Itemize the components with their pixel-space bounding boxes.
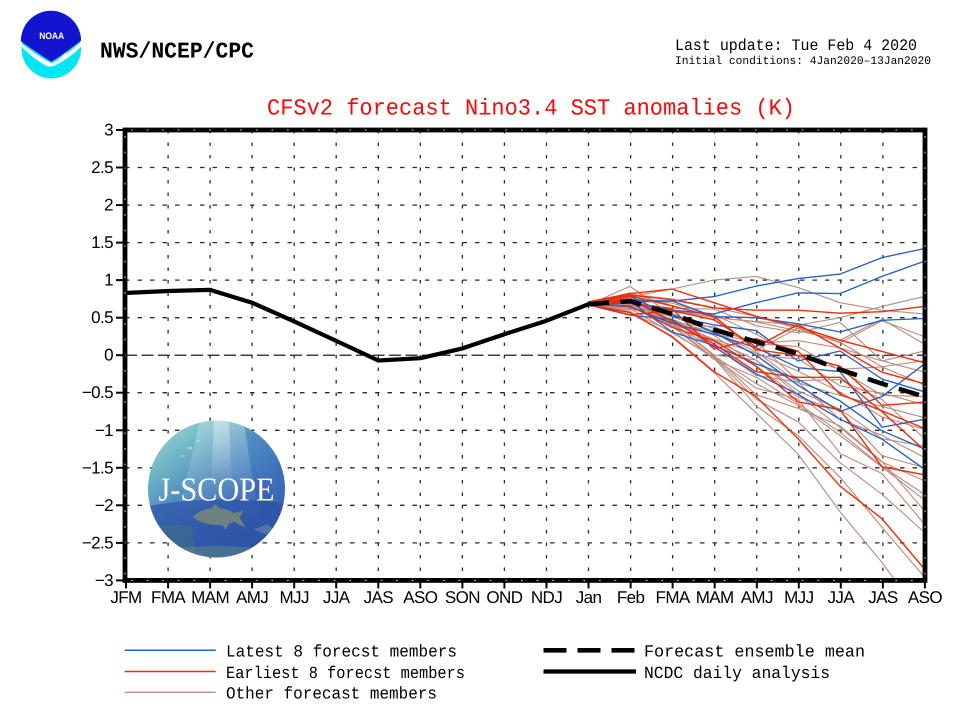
svg-text:0.5: 0.5 (91, 308, 113, 327)
svg-text:Other forecast members: Other forecast members (226, 686, 437, 705)
svg-text:JFM: JFM (110, 588, 141, 607)
svg-text:1: 1 (104, 271, 113, 290)
svg-text:JAS: JAS (868, 588, 898, 607)
svg-text:1.5: 1.5 (91, 233, 113, 252)
svg-text:MJJ: MJJ (784, 588, 813, 607)
svg-text:FMA: FMA (656, 588, 691, 607)
svg-text:NCDC daily analysis: NCDC daily analysis (644, 665, 830, 684)
svg-text:−1.5: −1.5 (82, 458, 113, 477)
svg-text:JAS: JAS (364, 588, 394, 607)
svg-text:MAM: MAM (696, 588, 734, 607)
svg-text:JJA: JJA (828, 588, 856, 607)
svg-text:Jan: Jan (576, 588, 602, 607)
svg-text:SON: SON (445, 588, 480, 607)
svg-text:Latest 8 forecst members: Latest 8 forecst members (226, 644, 457, 663)
svg-text:−2: −2 (95, 496, 113, 515)
svg-text:OND: OND (486, 588, 522, 607)
svg-text:3: 3 (104, 121, 113, 140)
svg-text:ASO: ASO (908, 588, 942, 607)
svg-text:NDJ: NDJ (531, 588, 562, 607)
svg-text:Feb: Feb (617, 588, 645, 607)
svg-text:2.5: 2.5 (91, 158, 113, 177)
svg-text:−1: −1 (95, 421, 113, 440)
svg-text:−0.5: −0.5 (82, 383, 113, 402)
svg-text:−3: −3 (95, 571, 113, 590)
svg-text:FMA: FMA (151, 588, 186, 607)
svg-text:CFSv2 forecast Nino3.4 SST ano: CFSv2 forecast Nino3.4 SST anomalies (K) (267, 96, 795, 122)
svg-text:NOAA: NOAA (39, 31, 64, 42)
svg-text:0: 0 (104, 346, 113, 365)
svg-text:AMJ: AMJ (236, 588, 268, 607)
svg-text:2: 2 (104, 196, 113, 215)
svg-text:AMJ: AMJ (741, 588, 773, 607)
svg-text:ASO: ASO (403, 588, 437, 607)
svg-text:J-SCOPE: J-SCOPE (159, 472, 275, 509)
svg-text:MAM: MAM (191, 588, 229, 607)
svg-text:MJJ: MJJ (280, 588, 309, 607)
svg-text:Last update: Tue Feb 4 2020: Last update: Tue Feb 4 2020 (675, 37, 917, 55)
svg-text:JJA: JJA (323, 588, 351, 607)
svg-text:Initial conditions: 4Jan2020–1: Initial conditions: 4Jan2020–13Jan2020 (675, 55, 931, 68)
svg-text:NWS/NCEP/CPC: NWS/NCEP/CPC (100, 39, 254, 65)
svg-text:Earliest 8 forecst members: Earliest 8 forecst members (226, 665, 465, 684)
svg-text:Forecast ensemble mean: Forecast ensemble mean (644, 644, 865, 663)
svg-text:−2.5: −2.5 (82, 533, 113, 552)
